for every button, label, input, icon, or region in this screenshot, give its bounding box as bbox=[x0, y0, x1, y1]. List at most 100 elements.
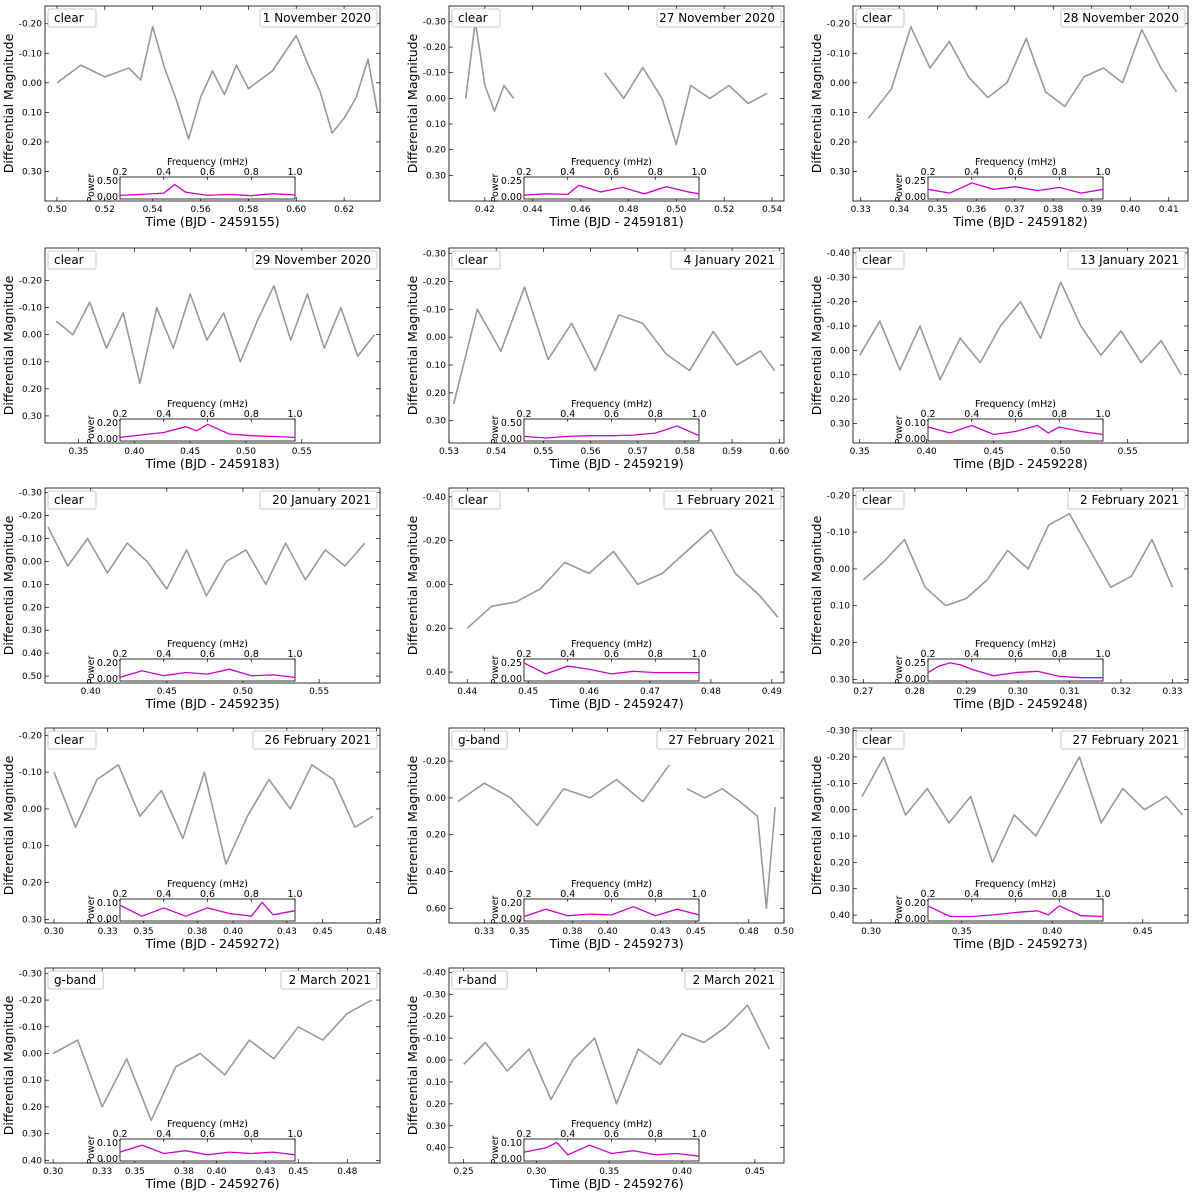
inset-y-tick-label: 0.50 bbox=[97, 176, 118, 187]
x-tick-label: 0.52 bbox=[714, 205, 734, 215]
date-tag: 2 February 2021 bbox=[1080, 493, 1179, 507]
date-tag-box bbox=[259, 490, 378, 510]
y-tick-label: 0.40 bbox=[22, 1156, 42, 1166]
inset-y-tick-label: 0.00 bbox=[905, 674, 926, 685]
x-axis-label: Time (BJD - 2459276) bbox=[144, 1176, 279, 1191]
power-spectrum-inset: 0.2 0.4 0.6 0.8 1.0 Frequency (mHz) 0.00 0.50Po… bbox=[490, 399, 707, 445]
y-tick-label: -0.20 bbox=[827, 491, 851, 501]
inset-frame bbox=[119, 658, 296, 682]
y-tick-label: -0.10 bbox=[423, 1034, 447, 1044]
plot-frame bbox=[44, 5, 381, 202]
light-curve-series bbox=[452, 286, 776, 405]
light-curve-panel: 0.27 0.28 0.29 0.30 0.31 0.32 0.33 -0.20 -0.10 0.… bbox=[809, 487, 1189, 711]
y-tick-label: 0.30 bbox=[426, 171, 446, 181]
y-tick-label: -0.20 bbox=[423, 43, 447, 53]
x-tick-label: 0.54 bbox=[762, 205, 782, 215]
inset-y-tick-label: 0.10 bbox=[905, 418, 926, 429]
inset-x-axis-label: Frequency (mHz) bbox=[167, 639, 248, 650]
inset-y-tick-label: 0.00 bbox=[97, 434, 118, 445]
inset-x-tick-label: 1.0 bbox=[1095, 649, 1110, 660]
y-axis-label: Differential Magnitude bbox=[809, 275, 824, 415]
date-tag-box bbox=[1060, 730, 1186, 750]
plot-frame bbox=[852, 5, 1189, 202]
y-tick-label: 0.10 bbox=[830, 832, 850, 842]
power-spectrum-series bbox=[119, 668, 296, 679]
inset-x-tick-label: 1.0 bbox=[691, 649, 706, 660]
light-curve-series bbox=[464, 20, 768, 146]
date-tag-box bbox=[280, 970, 378, 990]
y-tick-label: 0.30 bbox=[830, 675, 850, 685]
inset-x-tick-label: 0.4 bbox=[156, 649, 171, 660]
inset-y-tick-label: 0.20 bbox=[501, 898, 522, 909]
x-tick-label: 0.41 bbox=[1159, 205, 1179, 215]
y-tick-label: 0.00 bbox=[830, 346, 850, 356]
x-tick-label: 0.35 bbox=[134, 927, 154, 937]
power-spectrum-series bbox=[927, 662, 1103, 679]
filter-tag-box bbox=[47, 730, 97, 750]
power-spectrum-series bbox=[119, 423, 296, 439]
x-tick-label: 0.33 bbox=[1163, 687, 1183, 697]
inset-y-tick-label: 0.50 bbox=[501, 418, 522, 429]
y-tick-label: 0.10 bbox=[426, 1078, 446, 1088]
inset-frame bbox=[119, 1138, 296, 1162]
date-tag-box bbox=[684, 970, 782, 990]
power-spectrum-series bbox=[523, 425, 700, 439]
date-tag-box bbox=[670, 250, 782, 270]
inset-x-tick-label: 0.6 bbox=[604, 889, 619, 900]
x-tick-label: 0.50 bbox=[774, 927, 794, 937]
y-tick-label: 0.20 bbox=[426, 831, 446, 841]
inset-y-axis-label: Power bbox=[894, 656, 905, 685]
date-tag-box bbox=[1067, 250, 1186, 270]
inset-x-tick-label: 1.0 bbox=[287, 409, 302, 420]
x-tick-label: 0.33 bbox=[474, 927, 494, 937]
filter-tag-box bbox=[451, 250, 501, 270]
inset-frame bbox=[927, 176, 1104, 200]
light-curve-panel: 0.33 0.35 0.38 0.40 0.43 0.45 0.48 0.50 -0.20 0.0… bbox=[405, 727, 794, 951]
x-tick-label: 0.40 bbox=[124, 447, 144, 457]
inset-x-tick-label: 0.2 bbox=[516, 1129, 531, 1140]
x-tick-label: 0.45 bbox=[984, 447, 1004, 457]
y-tick-label: -0.30 bbox=[423, 990, 447, 1000]
inset-x-tick-label: 0.6 bbox=[604, 1129, 619, 1140]
x-tick-label: 0.38 bbox=[187, 927, 207, 937]
plot-frame bbox=[44, 727, 381, 924]
y-tick-label: -0.20 bbox=[19, 277, 43, 287]
light-curve-series bbox=[52, 999, 373, 1122]
x-tick-label: 0.50 bbox=[47, 205, 67, 215]
date-tag-box bbox=[1060, 8, 1186, 28]
inset-x-axis-label: Frequency (mHz) bbox=[975, 399, 1056, 410]
date-tag: 27 February 2021 bbox=[1072, 733, 1179, 747]
x-tick-label: 0.45 bbox=[180, 447, 200, 457]
y-tick-label: 0.00 bbox=[426, 333, 446, 343]
inset-x-tick-label: 0.6 bbox=[200, 167, 215, 178]
date-tag: 27 November 2020 bbox=[659, 11, 775, 25]
y-tick-label: 0.00 bbox=[830, 806, 850, 816]
x-tick-label: 0.48 bbox=[739, 927, 759, 937]
inset-y-axis-label: Power bbox=[490, 174, 501, 203]
y-tick-label: 0.10 bbox=[22, 580, 42, 590]
filter-tag-box bbox=[47, 970, 104, 990]
y-tick-label: -0.10 bbox=[19, 1023, 43, 1033]
inset-x-tick-label: 1.0 bbox=[1095, 889, 1110, 900]
y-tick-label: 0.10 bbox=[830, 602, 850, 612]
filter-tag-box bbox=[855, 250, 905, 270]
plot-frame bbox=[448, 727, 785, 924]
date-tag-box bbox=[1067, 490, 1186, 510]
y-tick-label: -0.10 bbox=[19, 304, 43, 314]
inset-x-tick-label: 0.6 bbox=[1008, 409, 1023, 420]
y-tick-label: 0.30 bbox=[830, 420, 850, 430]
inset-x-tick-label: 0.8 bbox=[244, 409, 259, 420]
filter-tag: clear bbox=[862, 253, 892, 267]
inset-y-axis-label: Power bbox=[490, 1136, 501, 1165]
y-tick-label: -0.30 bbox=[19, 489, 43, 499]
y-tick-label: 0.20 bbox=[22, 603, 42, 613]
y-tick-label: -0.20 bbox=[19, 731, 43, 741]
y-axis-label: Differential Magnitude bbox=[405, 755, 420, 895]
filter-tag: clear bbox=[458, 253, 488, 267]
date-tag-box bbox=[259, 8, 378, 28]
x-tick-label: 0.62 bbox=[334, 205, 354, 215]
x-tick-label: 0.36 bbox=[966, 205, 986, 215]
date-tag: 1 February 2021 bbox=[676, 493, 775, 507]
y-tick-label: 0.50 bbox=[22, 672, 42, 682]
y-tick-label: -0.10 bbox=[827, 779, 851, 789]
